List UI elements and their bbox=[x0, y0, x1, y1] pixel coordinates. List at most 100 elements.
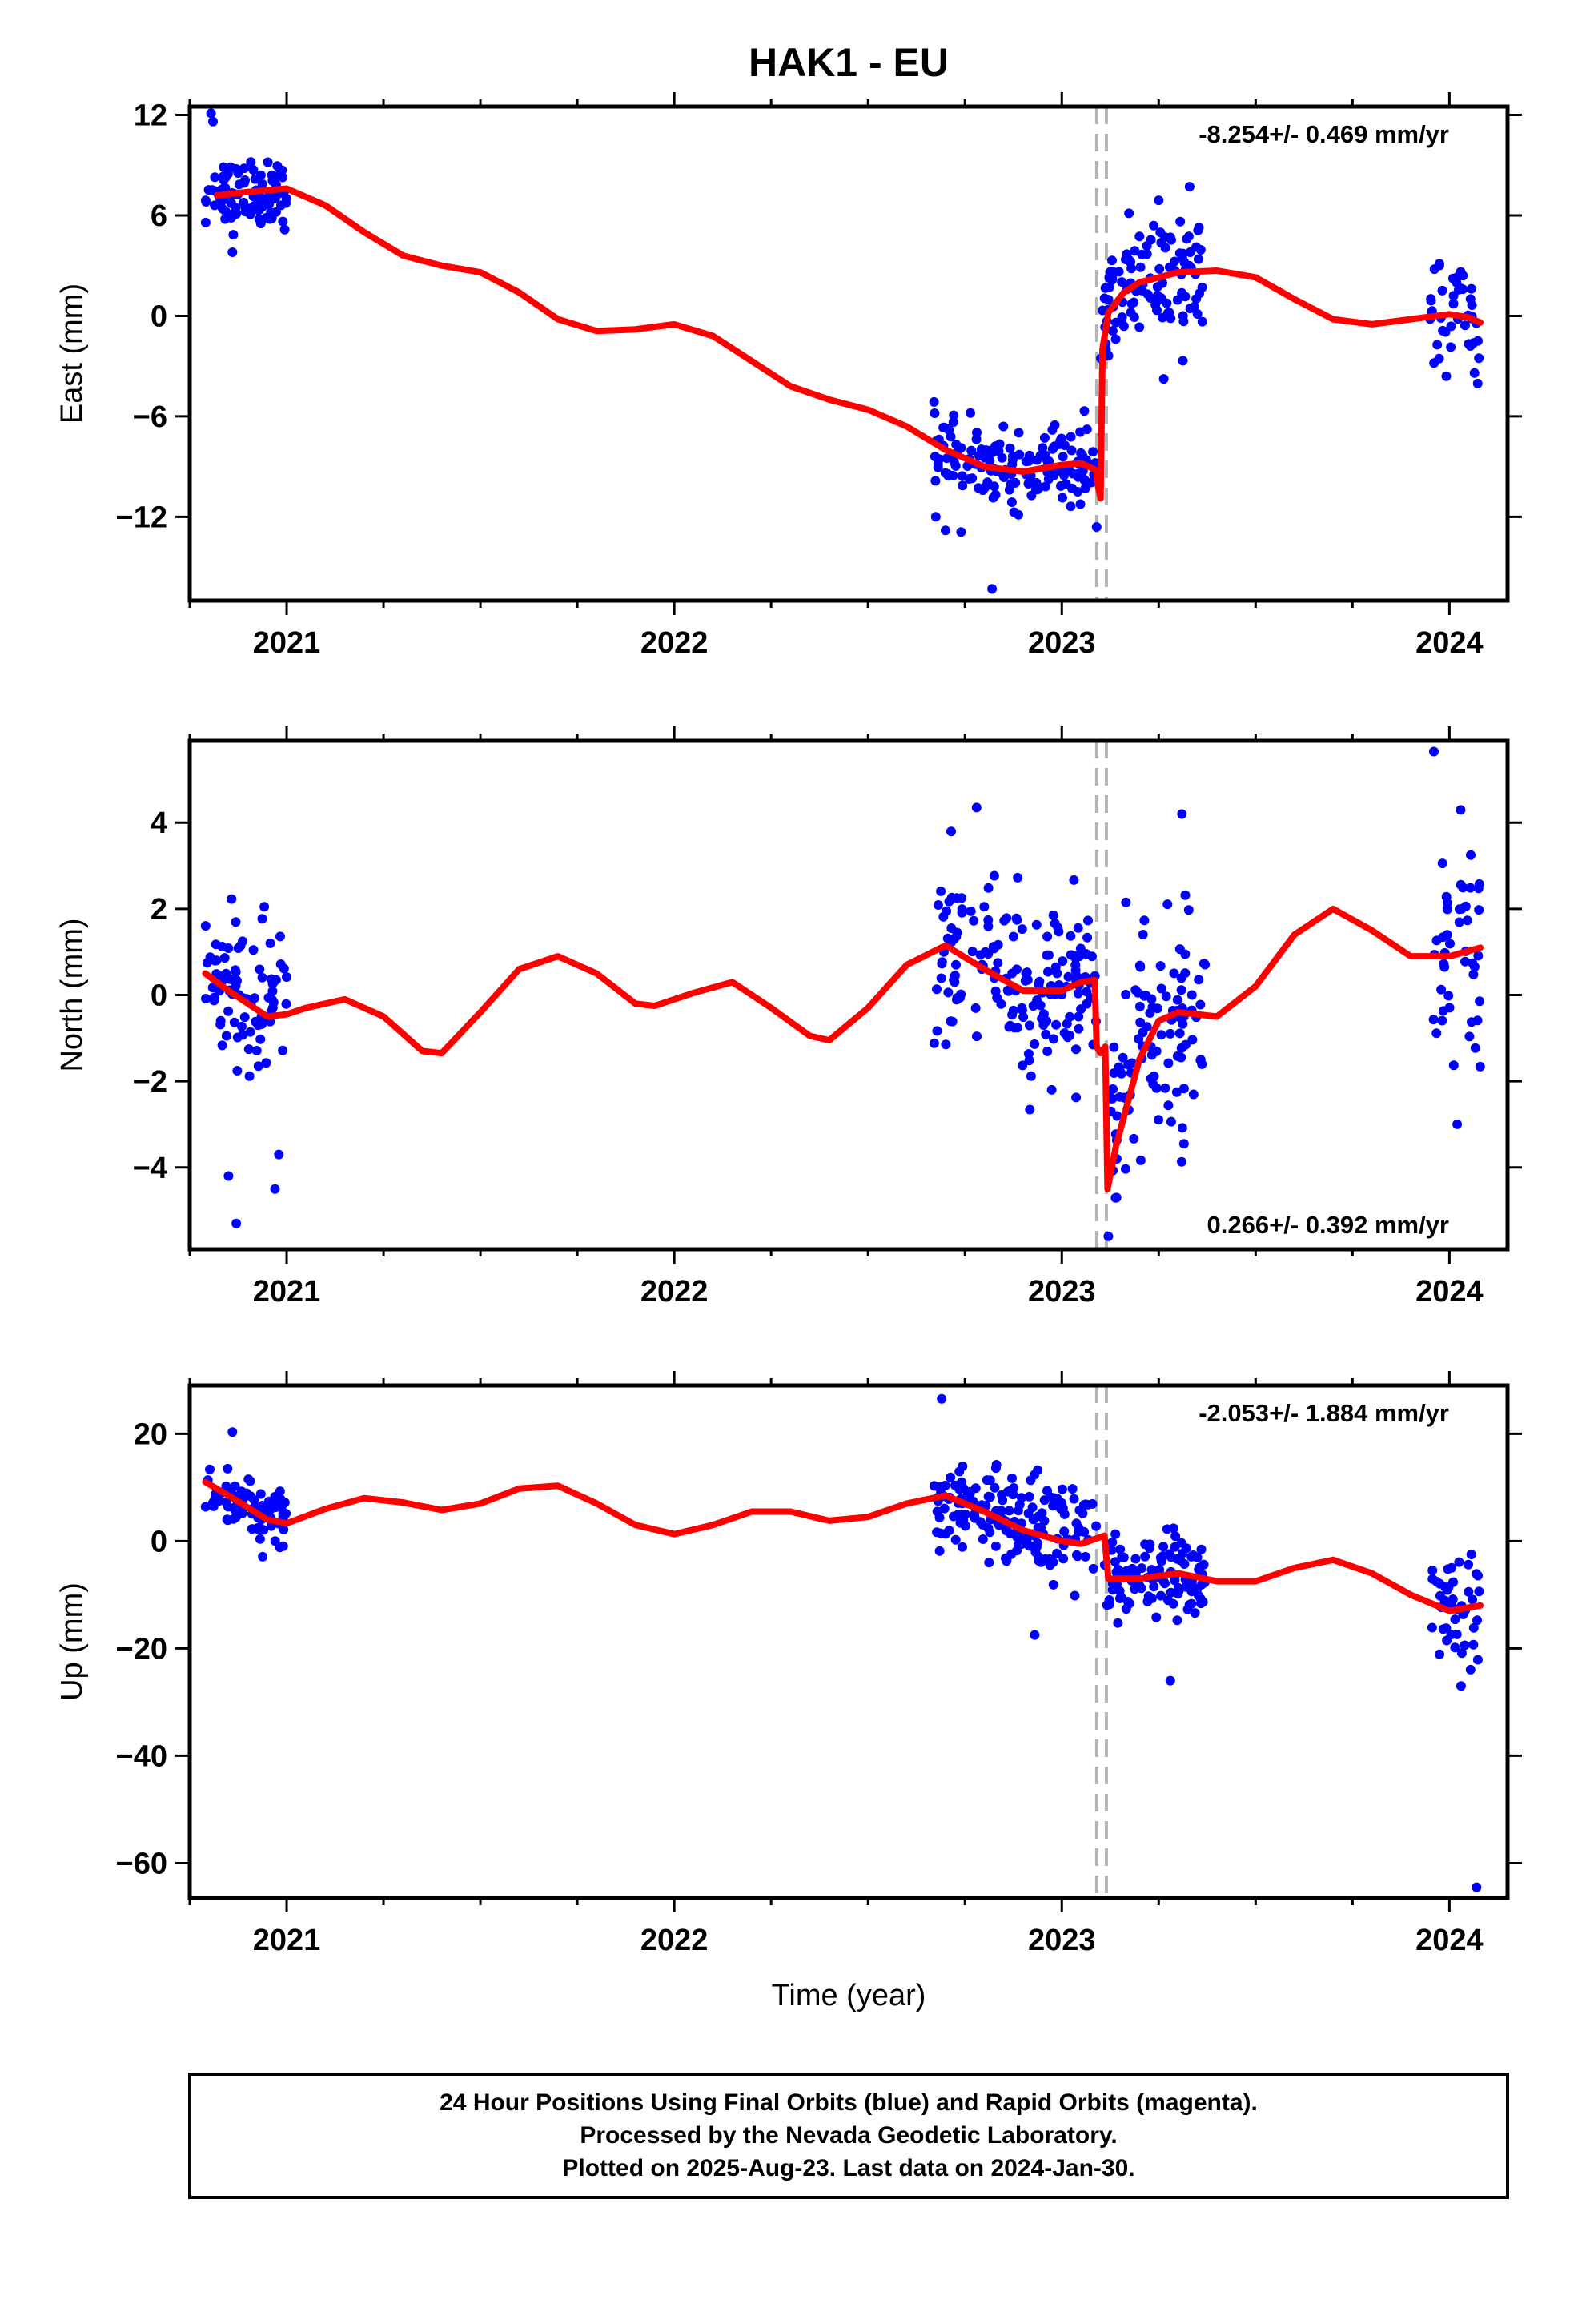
data-point bbox=[235, 941, 246, 951]
data-point bbox=[1138, 1027, 1148, 1038]
data-point bbox=[1180, 292, 1191, 302]
data-point bbox=[1149, 220, 1159, 231]
x-tick-label: 2021 bbox=[253, 626, 321, 660]
data-point bbox=[1058, 956, 1068, 967]
data-point bbox=[1135, 1017, 1146, 1027]
data-point bbox=[244, 1071, 255, 1081]
data-point bbox=[1121, 1566, 1131, 1577]
data-point bbox=[1012, 915, 1022, 925]
data-point bbox=[223, 1006, 234, 1016]
data-point bbox=[960, 1510, 970, 1519]
data-point bbox=[1184, 182, 1195, 192]
data-point bbox=[1172, 1615, 1182, 1626]
data-point bbox=[1066, 931, 1076, 941]
data-point bbox=[1475, 1061, 1485, 1072]
data-point bbox=[1198, 1597, 1208, 1607]
data-point bbox=[944, 896, 954, 907]
data-point bbox=[933, 900, 943, 910]
data-point bbox=[258, 1551, 268, 1562]
data-point bbox=[1464, 1586, 1474, 1597]
data-point bbox=[929, 396, 939, 407]
data-point bbox=[281, 198, 291, 208]
data-point bbox=[950, 1534, 961, 1545]
data-point bbox=[1442, 904, 1452, 915]
data-point bbox=[1443, 991, 1454, 1001]
data-point-outlier bbox=[1091, 522, 1102, 532]
data-point bbox=[252, 195, 263, 205]
data-point bbox=[1091, 1521, 1102, 1531]
data-point bbox=[1431, 1576, 1442, 1586]
data-point bbox=[1166, 313, 1176, 324]
data-point bbox=[1137, 1563, 1147, 1574]
data-point bbox=[1170, 1531, 1181, 1542]
data-point bbox=[201, 197, 211, 207]
y-tick-label: −6 bbox=[133, 400, 167, 434]
data-point bbox=[1172, 995, 1182, 1005]
data-point bbox=[1058, 493, 1067, 503]
data-point bbox=[1155, 961, 1166, 971]
data-point bbox=[232, 1066, 243, 1076]
data-point bbox=[1140, 1539, 1150, 1550]
data-point bbox=[1047, 444, 1058, 454]
data-point bbox=[1464, 1031, 1475, 1042]
data-point bbox=[1022, 975, 1033, 985]
data-point bbox=[1177, 1156, 1186, 1167]
data-point bbox=[1005, 443, 1015, 453]
data-point bbox=[1168, 1598, 1178, 1609]
data-point bbox=[1199, 959, 1209, 969]
data-point bbox=[255, 1489, 266, 1499]
data-point bbox=[1111, 1192, 1122, 1203]
data-point bbox=[247, 1524, 257, 1534]
y-tick-label: −2 bbox=[133, 1065, 167, 1099]
data-point bbox=[275, 931, 285, 942]
data-point bbox=[1007, 1010, 1018, 1020]
data-point bbox=[1468, 338, 1479, 348]
data-point bbox=[1180, 968, 1191, 979]
chart-title: HAK1 - EU bbox=[749, 40, 949, 85]
data-point bbox=[278, 172, 288, 183]
data-point bbox=[1447, 1562, 1457, 1573]
data-point bbox=[930, 476, 941, 486]
data-point bbox=[279, 963, 289, 974]
data-point bbox=[278, 216, 288, 227]
data-point bbox=[1088, 447, 1098, 457]
data-point bbox=[1136, 1583, 1146, 1594]
data-point bbox=[1187, 1035, 1198, 1045]
data-point bbox=[210, 1494, 220, 1505]
data-point bbox=[974, 450, 984, 460]
data-point bbox=[1441, 891, 1452, 902]
data-point bbox=[1454, 917, 1464, 927]
data-point bbox=[1088, 1563, 1098, 1574]
data-point bbox=[1178, 1139, 1189, 1149]
data-point bbox=[1474, 905, 1484, 915]
data-point bbox=[1082, 424, 1092, 435]
data-point bbox=[1466, 850, 1476, 860]
data-point bbox=[1107, 326, 1118, 336]
data-point-outlier bbox=[208, 116, 218, 127]
data-point bbox=[253, 1061, 263, 1072]
data-point bbox=[1048, 1034, 1058, 1044]
y-axis-label-east: East (mm) bbox=[55, 283, 89, 424]
data-point bbox=[221, 968, 231, 979]
data-point bbox=[988, 942, 998, 952]
data-point bbox=[966, 408, 975, 418]
data-point bbox=[1468, 1594, 1477, 1605]
data-point bbox=[942, 468, 953, 479]
data-point bbox=[1149, 1071, 1159, 1081]
data-point bbox=[988, 493, 998, 503]
data-point bbox=[930, 512, 941, 522]
data-point bbox=[221, 1497, 231, 1507]
data-point bbox=[1456, 805, 1466, 815]
x-tick-label: 2022 bbox=[640, 1275, 709, 1309]
data-point bbox=[1073, 988, 1083, 999]
data-point bbox=[243, 1474, 254, 1485]
data-point bbox=[983, 1523, 994, 1534]
data-point bbox=[1170, 1575, 1180, 1586]
data-point bbox=[273, 1501, 283, 1511]
data-point bbox=[1186, 990, 1197, 1000]
data-point bbox=[1156, 983, 1166, 994]
data-point bbox=[1156, 293, 1166, 303]
data-point bbox=[1195, 1562, 1204, 1573]
data-point bbox=[1474, 1586, 1484, 1597]
data-point bbox=[1004, 1506, 1014, 1516]
